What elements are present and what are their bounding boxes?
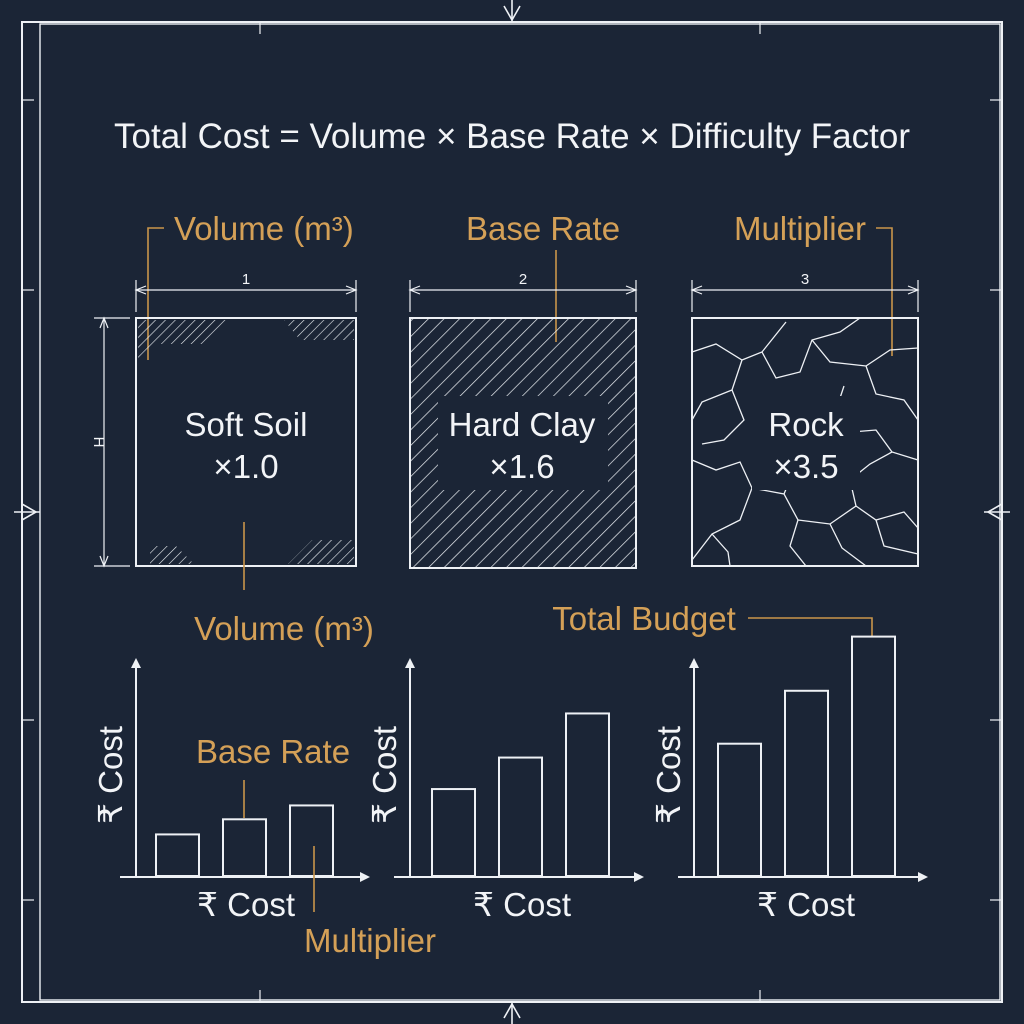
label-base-rate-chart: Base Rate (196, 733, 350, 770)
center-marks (14, 0, 1010, 1024)
chart-bar-1 (717, 742, 762, 878)
soil-factor: ×1.0 (213, 448, 278, 485)
chart-bar-3 (565, 712, 610, 878)
chart-rock: ₹ Cost ₹ Cost (650, 635, 928, 923)
corner-hatch-bottom-left (150, 546, 194, 564)
chart-x-label: ₹ Cost (473, 886, 571, 923)
top-labels: Volume (m³) Base Rate Multiplier (147, 210, 893, 360)
soil-factor: ×1.6 (489, 448, 554, 485)
dim-label-height: H (90, 437, 107, 448)
dim-label-1: 1 (242, 271, 250, 288)
corner-hatch-top-right (284, 320, 354, 340)
formula-text: Total Cost = Volume × Base Rate × Diffic… (114, 117, 910, 156)
chart-y-label: ₹ Cost (650, 726, 687, 824)
dimension-lines (94, 280, 920, 568)
corner-hatch-top (138, 320, 226, 366)
soil-name: Soft Soil (185, 406, 308, 443)
chart-bar-2 (784, 689, 829, 878)
label-total-budget: Total Budget (552, 600, 735, 637)
chart-bar-1 (431, 788, 476, 877)
chart-bar-2 (222, 818, 267, 877)
chart-bar-2 (498, 756, 543, 877)
chart-hard-clay: ₹ Cost ₹ Cost (366, 658, 644, 923)
soil-name: Rock (768, 406, 844, 443)
blueprint-frame (14, 0, 1010, 1024)
label-volume-top: Volume (m³) (174, 210, 354, 247)
dim-label-3: 3 (801, 271, 809, 288)
chart-bar-3 (289, 804, 334, 877)
label-multiplier-top: Multiplier (734, 210, 866, 247)
chart-bar-1 (155, 833, 200, 877)
chart-soft-soil: ₹ Cost ₹ Cost Base Rate Multiplier (92, 658, 436, 959)
label-multiplier-chart: Multiplier (304, 922, 436, 959)
soil-box-rock: Rock ×3.5 (691, 317, 919, 567)
chart-bar-3 (851, 635, 896, 877)
chart-x-label: ₹ Cost (197, 886, 295, 923)
soil-box-soft-soil: Soft Soil ×1.0 (135, 317, 357, 567)
chart-y-label: ₹ Cost (366, 726, 403, 824)
chart-y-label: ₹ Cost (92, 726, 129, 824)
chart-x-label: ₹ Cost (757, 886, 855, 923)
dim-label-2: 2 (519, 271, 527, 288)
corner-hatch-bottom-right (288, 540, 354, 564)
soil-box-hard-clay: Hard Clay ×1.6 (409, 317, 637, 569)
label-volume-middle: Volume (m³) (194, 610, 374, 647)
soil-factor: ×3.5 (773, 448, 838, 485)
soil-name: Hard Clay (449, 406, 596, 443)
label-base-rate-top: Base Rate (466, 210, 620, 247)
